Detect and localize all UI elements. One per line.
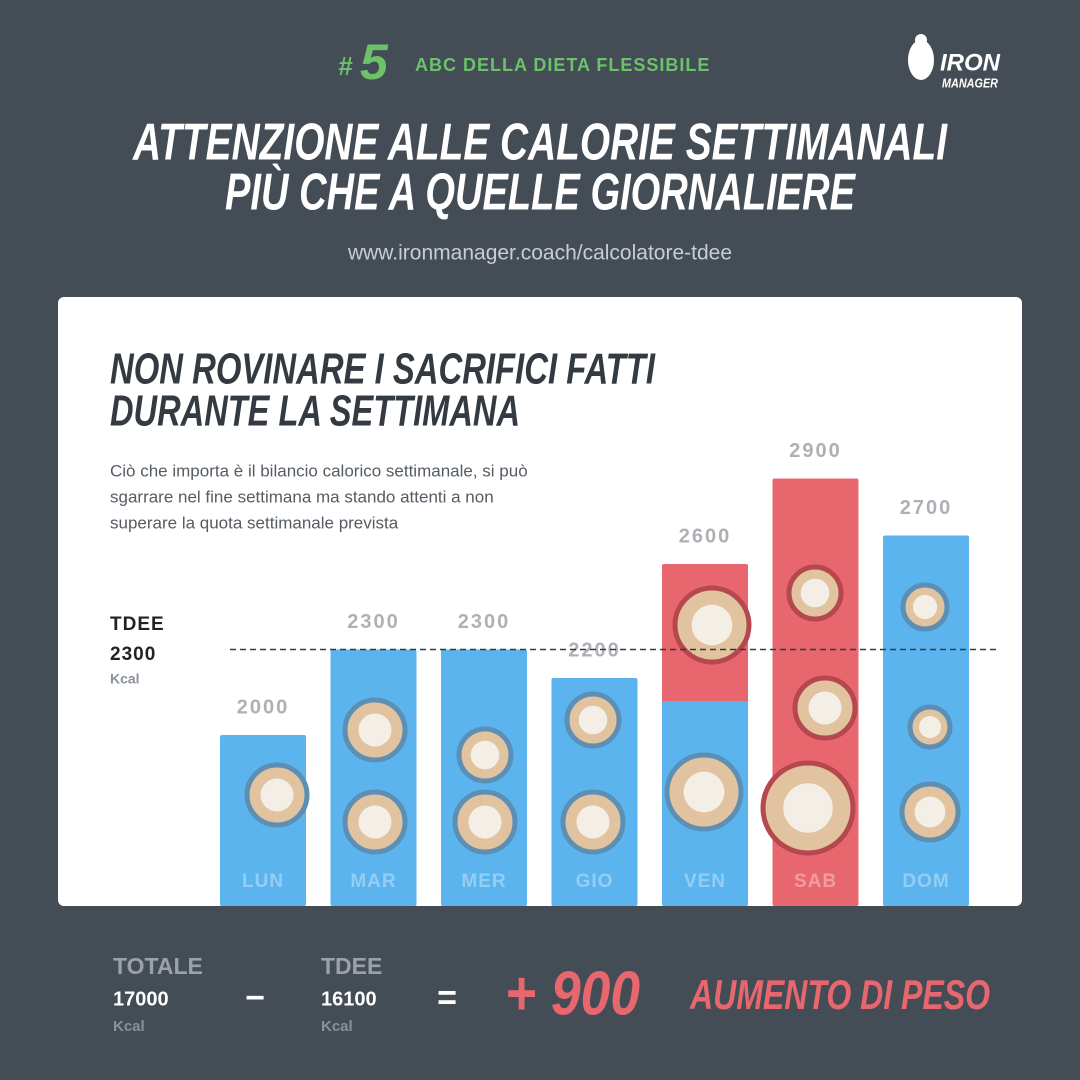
food-detail [683, 771, 725, 813]
category-label: VEN [684, 871, 726, 892]
total: 17000 [113, 988, 169, 1010]
card-text: superare la quota settimanale prevista [110, 513, 399, 532]
value-label: 2000 [237, 696, 290, 718]
bar [330, 649, 417, 906]
food-detail [260, 778, 294, 812]
food-detail [576, 805, 610, 839]
food-detail [470, 740, 500, 770]
number-sign: # [338, 51, 353, 81]
reference-unit: Kcal [110, 671, 140, 687]
category-label: GIO [576, 871, 614, 892]
food-detail [358, 805, 392, 839]
logo-text: MANAGER [942, 75, 999, 90]
url: www.ironmanager.coach/calcolatore-tdee [347, 242, 732, 265]
main-title: ATTENZIONE ALLE CALORIE SETTIMANALI [132, 114, 949, 172]
logo-figure [908, 40, 934, 80]
main-title: PIÙ CHE A QUELLE GIORNALIERE [225, 164, 856, 222]
result: + 900 [505, 959, 640, 1028]
value-label: 2300 [347, 611, 400, 633]
food-detail [919, 716, 941, 738]
category-label: DOM [902, 871, 949, 892]
food-detail [800, 578, 830, 608]
food-detail [468, 805, 502, 839]
series-title: ABC DELLA DIETA FLESSIBILE [415, 55, 710, 75]
category-label: MAR [350, 871, 396, 892]
tdee: 16100 [321, 988, 377, 1010]
result-label: AUMENTO DI PESO [689, 971, 990, 1018]
value-label: 2200 [568, 639, 621, 661]
minus: − [245, 979, 265, 1017]
food-detail [691, 604, 733, 646]
food-detail [358, 713, 392, 747]
reference-value: 2300 [110, 644, 156, 665]
value-label: 2900 [789, 440, 842, 462]
card-title: NON ROVINARE I SACRIFICI FATTI [110, 345, 656, 394]
food-detail [912, 594, 938, 620]
logo-text: IRON [940, 49, 1001, 76]
food-detail [808, 691, 842, 725]
value-label: 2600 [679, 525, 732, 547]
value-label: 2300 [458, 611, 511, 633]
food-detail [783, 783, 833, 833]
tdee-unit: Kcal [321, 1018, 353, 1035]
total-unit: Kcal [113, 1018, 145, 1035]
number: 5 [360, 34, 389, 90]
reference-label: TDEE [110, 614, 165, 635]
logo-head [915, 34, 927, 46]
category-label: SAB [794, 871, 837, 892]
food-detail [914, 796, 946, 828]
tdee-label: TDEE [321, 953, 382, 979]
equals: = [437, 979, 457, 1017]
category-label: LUN [242, 871, 284, 892]
chart: 2000 LUN 2300 MAR 2300 MER 2200 GIO 2600 VEN 2900 S… [110, 440, 1000, 906]
total-label: TOTALE [113, 953, 203, 979]
value-label: 2700 [900, 497, 953, 519]
card-title: DURANTE LA SETTIMANA [110, 387, 520, 436]
card-text: Ciò che importa è il bilancio calorico s… [110, 461, 528, 480]
category-label: MER [461, 871, 506, 892]
card-text: sgarrare nel fine settimana ma stando at… [110, 487, 494, 506]
logo: IRON MANAGER [908, 34, 1001, 90]
food-detail [578, 705, 608, 735]
